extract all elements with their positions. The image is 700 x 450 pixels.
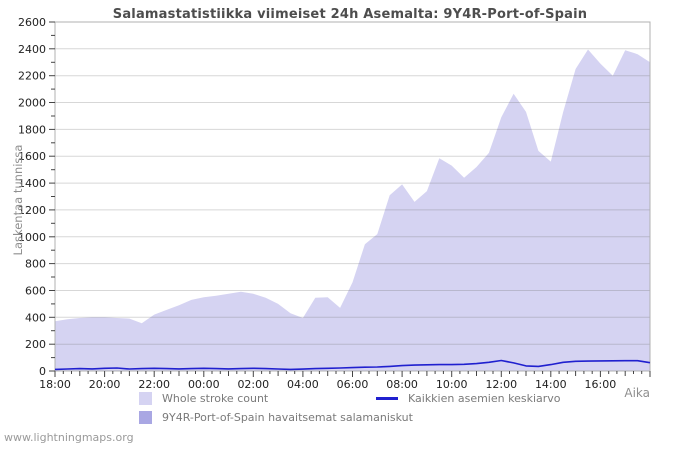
legend-label-station-strokes: 9Y4R-Port-of-Spain havaitsemat salamanis…: [162, 411, 413, 424]
y-tick-label: 1000: [18, 231, 46, 244]
chart-title: Salamastatistiikka viimeiset 24h Asemalt…: [112, 7, 588, 22]
y-tick-label: 2400: [18, 43, 46, 56]
legend-item-whole-stroke-count: Whole stroke count: [139, 392, 268, 405]
y-tick-label: 2200: [18, 70, 46, 83]
x-tick-label: 16:00: [585, 378, 617, 391]
x-tick-label: 10:00: [436, 378, 468, 391]
x-tick-label: 04:00: [287, 378, 319, 391]
whole-stroke-count-swatch-icon: [139, 392, 152, 405]
watermark: www.lightningmaps.org: [4, 431, 134, 444]
x-tick-label: 08:00: [386, 378, 418, 391]
kaikkien-asemien-keskiarvo-line: [54, 359, 651, 371]
station-strokes-swatch-icon: [139, 411, 152, 424]
legend-label-average: Kaikkien asemien keskiarvo: [408, 392, 561, 405]
y-tick-label: 0: [39, 365, 46, 378]
y-tick-label: 1200: [18, 204, 46, 217]
y-tick-label: 2600: [18, 16, 46, 29]
x-tick-label: 12:00: [485, 378, 517, 391]
y-tick-label: 200: [25, 338, 46, 351]
y-tick-label: 1400: [18, 177, 46, 190]
legend-item-average: Kaikkien asemien keskiarvo: [376, 392, 561, 405]
y-tick-label: 600: [25, 285, 46, 298]
x-axis-title: Aika: [624, 386, 650, 400]
average-line-swatch-icon: [376, 397, 398, 400]
y-tick-label: 800: [25, 258, 46, 271]
y-tick-label: 1800: [18, 123, 46, 136]
x-tick-label: 02:00: [237, 378, 269, 391]
y-tick-label: 400: [25, 311, 46, 324]
x-tick-label: 20:00: [89, 378, 121, 391]
whole-stroke-count-area: [55, 49, 650, 371]
x-tick-label: 22:00: [138, 378, 170, 391]
x-tick-label: 14:00: [535, 378, 567, 391]
y-tick-label: 2000: [18, 97, 46, 110]
y-tick-label: 1600: [18, 150, 46, 163]
x-tick-label: 06:00: [337, 378, 369, 391]
legend-label-whole-stroke-count: Whole stroke count: [162, 392, 269, 405]
x-tick-label: 18:00: [39, 378, 71, 391]
x-tick-label: 00:00: [188, 378, 220, 391]
y-axis-title-text: Laskentaa tunnissa: [11, 144, 25, 256]
legend-item-station-strokes: 9Y4R-Port-of-Spain havaitsemat salamanis…: [139, 411, 413, 424]
